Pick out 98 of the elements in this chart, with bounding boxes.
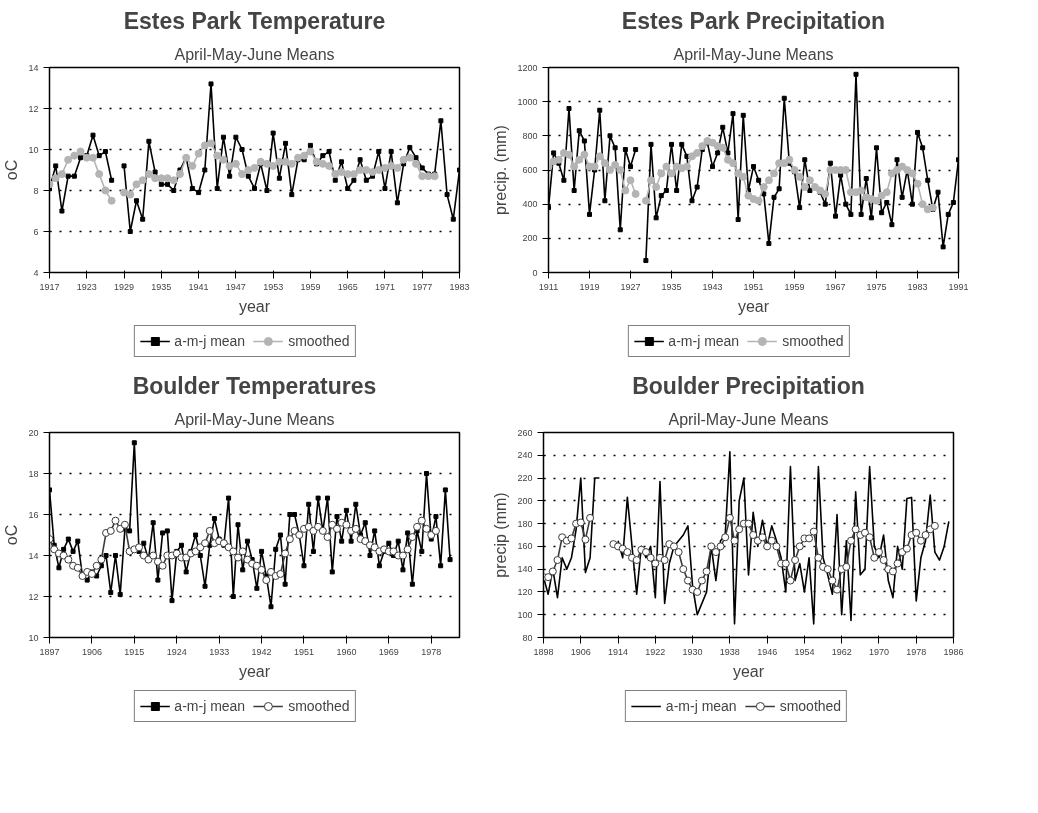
chart-title: Estes Park Precipitation xyxy=(621,7,886,34)
x-tick-label: 1991 xyxy=(948,281,969,292)
y-tick-label: 400 xyxy=(522,199,538,210)
y-tick-label: 80 xyxy=(522,632,533,643)
y-axis-title: oC xyxy=(3,524,21,546)
y-tick-label: 260 xyxy=(517,427,533,438)
x-tick-label: 1953 xyxy=(263,281,284,292)
chart-title: Estes Park Temperature xyxy=(123,7,386,34)
x-tick-label: 1969 xyxy=(378,646,399,657)
x-tick-label: 1978 xyxy=(421,646,442,657)
legend-label: a-m-j mean xyxy=(668,333,740,349)
x-tick-label: 1935 xyxy=(151,281,172,292)
y-tick-label: 12 xyxy=(28,103,39,114)
x-tick-label: 1933 xyxy=(209,646,230,657)
y-tick-label: 10 xyxy=(28,144,39,155)
y-tick-label: 14 xyxy=(28,62,39,73)
x-tick-label: 1967 xyxy=(825,281,846,292)
y-tick-label: 1200 xyxy=(517,62,538,73)
x-tick-label: 1971 xyxy=(374,281,395,292)
x-tick-label: 1943 xyxy=(702,281,723,292)
y-tick-label: 140 xyxy=(517,564,533,575)
x-tick-label: 1946 xyxy=(757,646,778,657)
x-tick-label: 1941 xyxy=(188,281,209,292)
y-axis-title: precip. (mm) xyxy=(492,125,510,215)
x-tick-label: 1935 xyxy=(661,281,682,292)
x-tick-label: 1929 xyxy=(114,281,135,292)
y-tick-label: 10 xyxy=(28,632,39,643)
legend-label: smoothed xyxy=(288,333,350,349)
x-tick-label: 1930 xyxy=(682,646,703,657)
chart-title: Boulder Temperatures xyxy=(132,372,377,399)
x-axis-title: year xyxy=(732,662,765,680)
y-tick-label: 0 xyxy=(532,267,538,278)
legend-label: smoothed xyxy=(782,333,844,349)
x-tick-label: 1970 xyxy=(868,646,889,657)
x-tick-label: 1960 xyxy=(336,646,357,657)
x-tick-label: 1954 xyxy=(794,646,815,657)
x-tick-label: 1915 xyxy=(124,646,145,657)
y-tick-label: 220 xyxy=(517,473,533,484)
x-tick-label: 1962 xyxy=(831,646,852,657)
y-tick-label: 200 xyxy=(517,495,533,506)
x-tick-label: 1975 xyxy=(866,281,887,292)
x-tick-label: 1906 xyxy=(81,646,102,657)
y-axis-title: oC xyxy=(3,159,21,181)
x-tick-label: 1947 xyxy=(225,281,246,292)
x-axis-title: year xyxy=(238,297,271,315)
x-tick-label: 1923 xyxy=(76,281,97,292)
legend-label: a-m-j mean xyxy=(174,698,246,714)
x-tick-label: 1986 xyxy=(943,646,964,657)
y-tick-label: 12 xyxy=(28,591,39,602)
x-tick-label: 1906 xyxy=(570,646,591,657)
chart-subtitle: April-May-June Means xyxy=(673,45,834,63)
y-tick-label: 20 xyxy=(28,427,39,438)
x-tick-label: 1951 xyxy=(293,646,314,657)
x-tick-label: 1978 xyxy=(906,646,927,657)
y-tick-label: 16 xyxy=(28,509,39,520)
x-tick-label: 1951 xyxy=(743,281,764,292)
y-tick-label: 600 xyxy=(522,165,538,175)
chart-subtitle: April-May-June Means xyxy=(174,410,335,428)
y-tick-label: 160 xyxy=(517,541,533,552)
x-axis-title: year xyxy=(737,297,770,315)
chart-title: Boulder Precipitation xyxy=(632,372,865,399)
x-tick-label: 1927 xyxy=(620,281,641,292)
x-axis-title: year xyxy=(238,662,271,680)
y-tick-label: 100 xyxy=(517,609,533,620)
x-tick-label: 1922 xyxy=(645,646,666,657)
x-tick-label: 1938 xyxy=(719,646,740,657)
y-tick-label: 14 xyxy=(28,550,39,561)
x-tick-label: 1917 xyxy=(39,281,60,292)
y-tick-label: 200 xyxy=(522,233,538,244)
x-tick-label: 1983 xyxy=(449,281,470,292)
x-tick-label: 1977 xyxy=(412,281,433,292)
x-tick-label: 1983 xyxy=(907,281,928,292)
y-tick-label: 800 xyxy=(522,130,538,141)
x-tick-label: 1959 xyxy=(784,281,805,292)
y-tick-label: 4 xyxy=(33,267,39,278)
y-tick-label: 1000 xyxy=(517,96,538,107)
x-tick-label: 1965 xyxy=(337,281,358,292)
x-tick-label: 1959 xyxy=(300,281,321,292)
x-tick-label: 1911 xyxy=(538,281,559,292)
y-tick-label: 180 xyxy=(517,518,533,529)
x-tick-label: 1924 xyxy=(166,646,187,657)
chart-subtitle: April-May-June Means xyxy=(668,410,829,428)
x-tick-label: 1919 xyxy=(579,281,600,292)
x-tick-label: 1914 xyxy=(608,646,629,657)
y-tick-label: 240 xyxy=(517,450,533,461)
y-tick-label: 8 xyxy=(33,185,39,196)
legend-label: smoothed xyxy=(288,698,350,714)
x-tick-label: 1942 xyxy=(251,646,272,657)
y-tick-label: 18 xyxy=(28,468,39,479)
legend-label: a-m-j mean xyxy=(174,333,246,349)
y-tick-label: 6 xyxy=(33,226,39,237)
x-tick-label: 1898 xyxy=(533,646,554,657)
chart-subtitle: April-May-June Means xyxy=(174,45,335,63)
legend-label: a-m-j mean xyxy=(665,698,737,714)
legend-label: smoothed xyxy=(779,698,842,714)
x-tick-label: 1897 xyxy=(39,646,60,657)
y-axis-title: precip (mm) xyxy=(492,492,510,578)
y-tick-label: 120 xyxy=(517,586,533,597)
